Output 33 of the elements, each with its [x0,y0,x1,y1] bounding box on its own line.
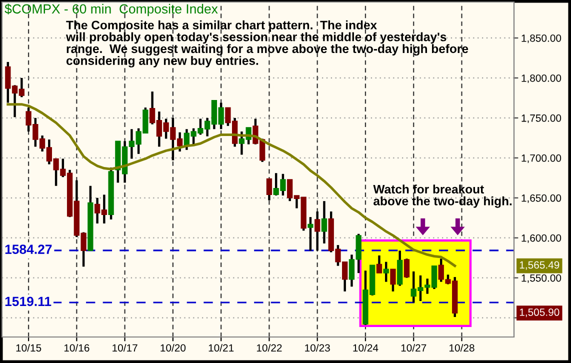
ref-line-label: 1584.27 [5,244,52,254]
x-tick-label: 10/21 [208,344,234,352]
candlestick [321,200,328,245]
y-tick-label: 1,600.00 [522,234,562,243]
candlestick [404,258,410,279]
text: 1,505.90 [520,308,560,318]
x-tick-label: 10/22 [256,344,282,352]
x-tick-label: 10/27 [401,344,426,352]
text: 1,565.49 [520,261,560,270]
candlestick [308,216,314,252]
x-tick-label: 10/24 [353,344,378,352]
candlestick [376,254,382,274]
ref-line-label: 1519.11 [5,296,52,306]
annotation: Watch for breakout above the two-day high. [373,184,512,208]
chart-title: $COMPX - 60 min Composite Index [4,4,218,16]
x-tick-label: 10/28 [450,344,474,352]
y-tick-label: 1,850.00 [522,34,562,44]
x-tick-label: 10/23 [305,344,330,352]
y-tick-label: 1,800.00 [522,74,562,84]
x-tick-label: 10/20 [160,344,186,352]
candlestick [314,210,320,252]
x-tick-label: 10/16 [64,344,90,352]
candlestick [397,250,403,287]
x-tick-label: 10/17 [112,344,138,352]
annotation: The Composite has a similar chart pattern. The index will probably open today's session near the middle of yesterday's range. We suggest waiting for a move above the two-day high before considering any new buy entries. [66,20,468,68]
y-tick-label: 1,700.00 [522,154,562,164]
y-tick-label: 1,550.00 [522,274,562,283]
x-tick-label: 10/15 [16,344,42,352]
y-tick-label: 1,650.00 [522,194,562,203]
candlestick [390,268,396,293]
candlestick [383,260,389,283]
y-tick-label: 1,750.00 [522,114,562,124]
candlestick [266,178,272,202]
